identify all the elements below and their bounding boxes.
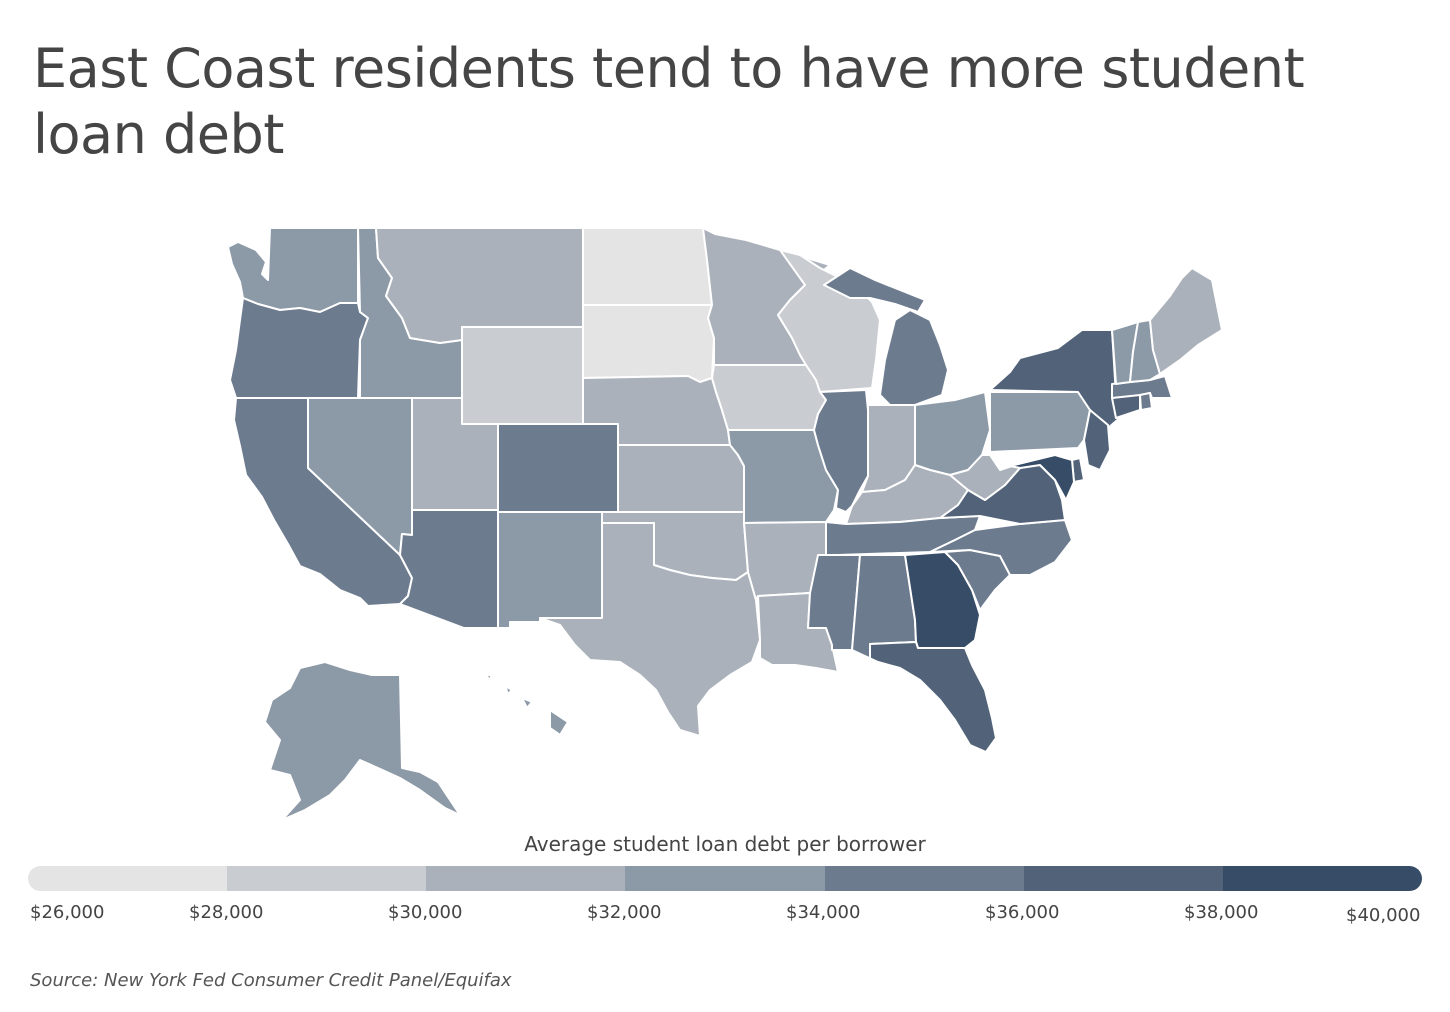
state-nm: [497, 511, 603, 629]
legend-swatch-4: [625, 866, 825, 891]
legend-tick-label: $36,000: [985, 902, 1060, 923]
legend-tick-label: $38,000: [1184, 902, 1259, 923]
legend-tick-label: $26,000: [30, 902, 105, 923]
legend-color-bar: [28, 866, 1422, 891]
state-nj: [1083, 409, 1111, 471]
legend-swatch-7: [1222, 866, 1422, 891]
state-wy: [461, 326, 584, 425]
legend-tick-label: $28,000: [189, 902, 264, 923]
state-ks: [617, 444, 745, 513]
us-choropleth-map: [227, 227, 1223, 821]
state-tx: [539, 522, 761, 737]
state-ma: [1111, 375, 1173, 399]
legend-swatch-1: [28, 866, 228, 891]
legend-title: Average student loan debt per borrower: [524, 832, 926, 856]
state-ak: [264, 661, 461, 821]
legend-tick-label: $32,000: [587, 902, 662, 923]
state-pa: [989, 391, 1091, 453]
state-md: [1009, 454, 1075, 501]
legend-tick-label: $40,000: [1346, 905, 1421, 926]
state-mi: [823, 267, 949, 406]
state-co: [497, 423, 619, 513]
state-sd: [582, 304, 715, 383]
state-or: [229, 297, 369, 399]
state-nc: [929, 519, 1073, 576]
legend-tick-label: $34,000: [786, 902, 861, 923]
state-ia: [711, 364, 827, 431]
state-ri: [1139, 392, 1153, 411]
state-az: [399, 509, 499, 629]
legend-tick-label: $30,000: [388, 902, 463, 923]
legend-swatch-5: [824, 866, 1024, 891]
state-fl: [851, 641, 997, 753]
state-hi: [485, 673, 569, 736]
legend-swatch-2: [227, 866, 427, 891]
source-note: Source: New York Fed Consumer Credit Pan…: [30, 970, 512, 991]
legend-swatch-6: [1023, 866, 1223, 891]
state-mt: [375, 227, 584, 344]
state-nd: [582, 227, 713, 306]
page-title: East Coast residents tend to have more s…: [33, 37, 1305, 166]
legend-swatch-3: [426, 866, 626, 891]
state-me: [1149, 267, 1223, 375]
